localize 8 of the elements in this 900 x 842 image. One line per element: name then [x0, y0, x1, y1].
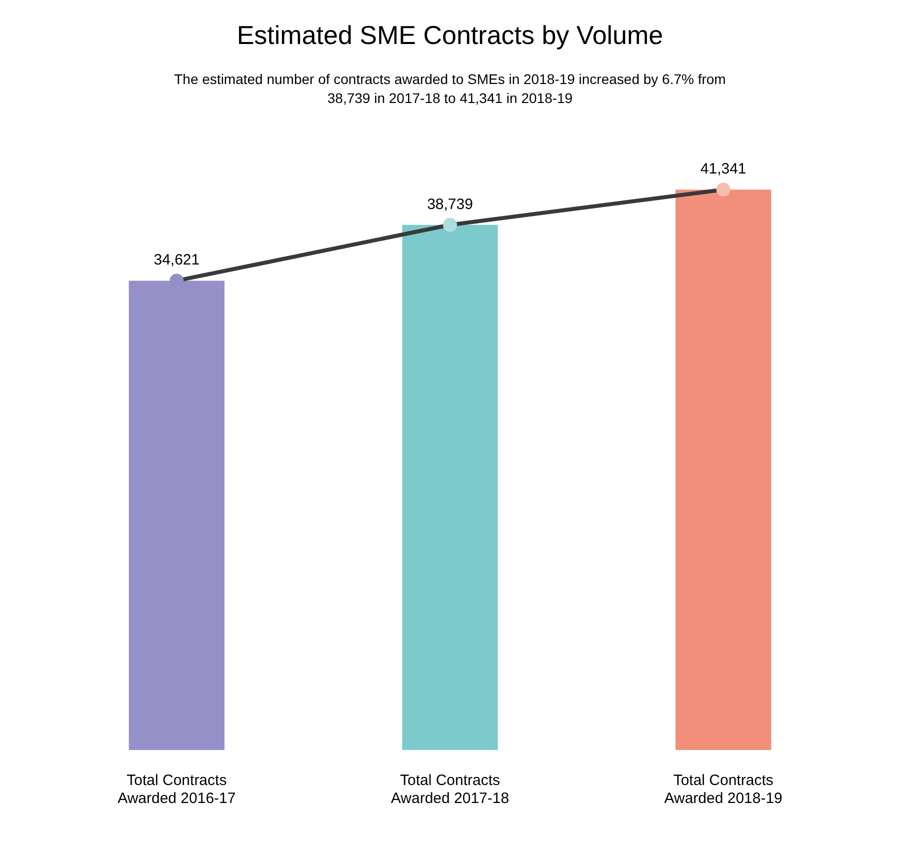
- data-label: 41,341: [700, 160, 746, 178]
- x-tick-label: Total Contracts Awarded 2017-18: [390, 772, 510, 808]
- x-tick-label: Total Contracts Awarded 2018-19: [664, 772, 782, 808]
- x-tick-label: Total Contracts Awarded 2016-17: [118, 772, 236, 808]
- chart-title: Estimated SME Contracts by Volume: [236, 20, 664, 51]
- data-label: 34,621: [154, 252, 200, 269]
- chart-subtitle: The estimated number of contracts awarded to SMEs in 2018-19 increased by 6.7% from 38,739 in 2017-18 to 41,341 in 2018-19: [173, 70, 727, 108]
- data-label: 38,739: [427, 196, 473, 213]
